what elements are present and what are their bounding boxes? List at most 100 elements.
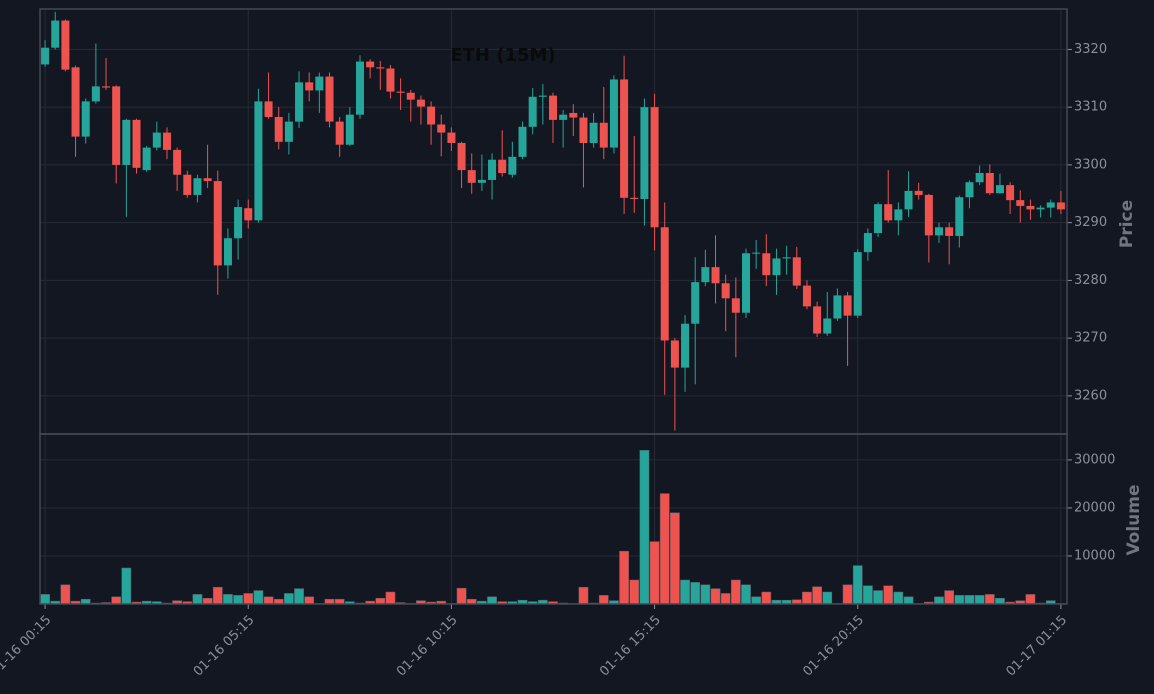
volume-panel-frame xyxy=(39,433,1068,605)
volume-bar xyxy=(964,595,975,605)
candle-body xyxy=(945,227,954,236)
candle-body xyxy=(264,101,273,117)
volume-bar xyxy=(873,590,883,605)
candle-body xyxy=(863,233,872,253)
volume-bar xyxy=(700,584,711,605)
volume-bar xyxy=(822,591,833,605)
candle-body xyxy=(528,96,537,127)
candle-body xyxy=(599,122,608,148)
volume-bar xyxy=(233,595,243,605)
candle-body xyxy=(152,132,161,148)
candle-body xyxy=(741,253,750,313)
volume-bar xyxy=(294,588,304,605)
candle-body xyxy=(924,194,933,236)
candle-body xyxy=(386,68,395,92)
candle-body xyxy=(609,79,618,148)
candle-body xyxy=(81,101,90,137)
volume-bar xyxy=(263,596,274,605)
volume-bar xyxy=(761,591,772,605)
candle-body xyxy=(782,257,791,259)
candle-body xyxy=(102,86,111,88)
candle-body xyxy=(244,208,253,221)
y-tick-label: 3280 xyxy=(1074,273,1107,288)
candle-body xyxy=(234,207,243,239)
candle-body xyxy=(955,197,964,236)
candle-body xyxy=(183,174,192,195)
candle-body xyxy=(874,204,883,234)
candle-body xyxy=(823,318,832,334)
candle-body xyxy=(254,101,263,221)
candle-body xyxy=(1036,207,1045,210)
volume-bar xyxy=(385,591,396,605)
volume-bar xyxy=(111,596,122,605)
candle-body xyxy=(762,253,771,276)
candle-body xyxy=(630,197,639,199)
candle-body xyxy=(711,267,720,284)
candle-body xyxy=(985,172,994,194)
candle-body xyxy=(1006,185,1015,201)
volume-bar xyxy=(995,597,1005,605)
candle-body xyxy=(904,190,913,210)
candle-body xyxy=(894,209,903,221)
candle-body xyxy=(213,181,222,266)
candle-body xyxy=(305,82,314,91)
volume-bar xyxy=(893,591,904,605)
candle-body xyxy=(355,61,364,115)
candle-body xyxy=(122,119,131,165)
y-tick-label: 10000 xyxy=(1074,548,1115,563)
candle-body xyxy=(853,252,862,316)
candle-body xyxy=(457,142,466,171)
candle-body xyxy=(1016,200,1025,206)
volume-bar xyxy=(1025,594,1036,605)
candle-body xyxy=(223,238,232,266)
candle-body xyxy=(41,47,50,65)
candle-body xyxy=(701,267,710,283)
candle-body xyxy=(792,257,801,286)
candle-body xyxy=(406,92,415,100)
volume-bar xyxy=(375,597,386,605)
volume-bar xyxy=(223,594,233,605)
volume-bar xyxy=(802,591,812,605)
candle-body xyxy=(508,156,517,175)
volume-bar xyxy=(984,594,995,605)
volume-bar xyxy=(842,584,853,605)
y-tick-label: 3320 xyxy=(1074,42,1107,57)
volume-bar xyxy=(212,586,223,605)
volume-bar xyxy=(741,584,751,605)
candle-body xyxy=(132,119,141,168)
candle-body xyxy=(914,190,923,195)
candle-body xyxy=(650,107,659,228)
candle-body xyxy=(335,121,344,145)
candle-body xyxy=(112,86,121,165)
candle-body xyxy=(965,182,974,198)
candle-body xyxy=(518,126,527,157)
volume-bar xyxy=(284,593,294,605)
candle-body xyxy=(396,91,405,93)
volume-bar xyxy=(121,567,132,605)
y-tick-label: 3260 xyxy=(1074,388,1107,403)
volume-bar xyxy=(680,579,690,605)
candle-body xyxy=(995,185,1004,194)
candle-body xyxy=(51,20,60,48)
candle-body xyxy=(366,61,375,68)
volume-bar xyxy=(578,586,589,605)
candle-body xyxy=(274,116,283,142)
y-axis-label: Price xyxy=(1117,200,1137,248)
volume-bar xyxy=(253,590,264,605)
candle-body xyxy=(91,86,100,102)
volume-bar xyxy=(710,588,721,605)
candle-body xyxy=(325,76,334,122)
y-axis-label: Volume xyxy=(1124,484,1144,555)
volume-bar xyxy=(974,595,985,605)
volume-bar xyxy=(903,596,914,605)
candle-body xyxy=(691,282,700,324)
candle-body xyxy=(427,106,436,125)
volume-bar xyxy=(883,585,894,605)
y-tick-label: 3300 xyxy=(1074,157,1107,172)
y-tick-label: 3290 xyxy=(1074,215,1107,230)
candle-body xyxy=(548,95,557,120)
candle-body xyxy=(193,178,202,195)
candle-body xyxy=(843,295,852,316)
